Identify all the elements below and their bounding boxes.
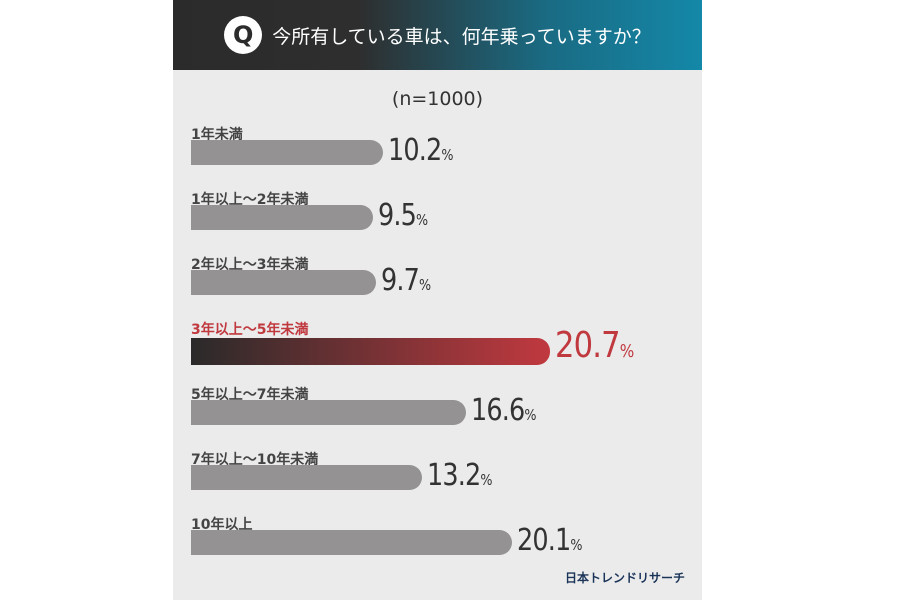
bar — [191, 140, 383, 165]
percent-unit: % — [480, 471, 492, 489]
category-label: 7年以上～10年未満 — [191, 452, 319, 468]
category-label: 3年以上～5年未満 — [191, 322, 309, 338]
category-label: 5年以上～7年未満 — [191, 387, 309, 403]
value-number: 9.5 — [378, 198, 417, 233]
value-label: 9.5% — [378, 198, 428, 233]
value-label: 13.2% — [426, 458, 493, 493]
value-number: 16.6 — [471, 393, 525, 428]
brand-logo: 日本トレンドリサーチ — [564, 571, 685, 585]
infographic-panel: Q 今所有している車は、何年乗っていますか？ (n=1000) 1年未満 10.2… — [173, 0, 702, 600]
percent-unit: % — [440, 146, 453, 164]
category-label: 10年以上 — [191, 517, 253, 533]
bar — [191, 338, 551, 365]
value-number: 13.2 — [426, 458, 481, 493]
bar — [191, 270, 377, 295]
sample-size: (n=1000) — [391, 88, 484, 110]
value-number: 20.1 — [517, 523, 571, 558]
value-label: 20.1% — [517, 523, 583, 558]
category-label: 2年以上～3年未満 — [191, 257, 309, 273]
category-label: 1年以上～2年未満 — [191, 192, 309, 208]
category-label: 1年未満 — [191, 127, 243, 143]
question-header: Q 今所有している車は、何年乗っていますか？ — [173, 0, 702, 70]
value-number: 20.7 — [555, 325, 621, 366]
question-q-icon: Q — [224, 16, 263, 54]
bar — [191, 205, 374, 230]
value-number: 10.2 — [387, 133, 442, 168]
value-number: 9.7 — [381, 263, 420, 298]
percent-unit: % — [570, 536, 583, 554]
bar — [191, 530, 513, 555]
question-title: 今所有している車は、何年乗っていますか？ — [272, 25, 651, 48]
value-label: 10.2% — [387, 133, 454, 168]
percent-unit: % — [619, 341, 635, 362]
bar — [191, 465, 422, 490]
value-label: 16.6% — [471, 393, 537, 428]
value-label: 9.7% — [381, 263, 431, 298]
value-label: 20.7% — [555, 325, 635, 366]
percent-unit: % — [419, 276, 431, 294]
percent-unit: % — [524, 406, 537, 424]
percent-unit: % — [416, 211, 428, 229]
bar — [191, 400, 467, 425]
